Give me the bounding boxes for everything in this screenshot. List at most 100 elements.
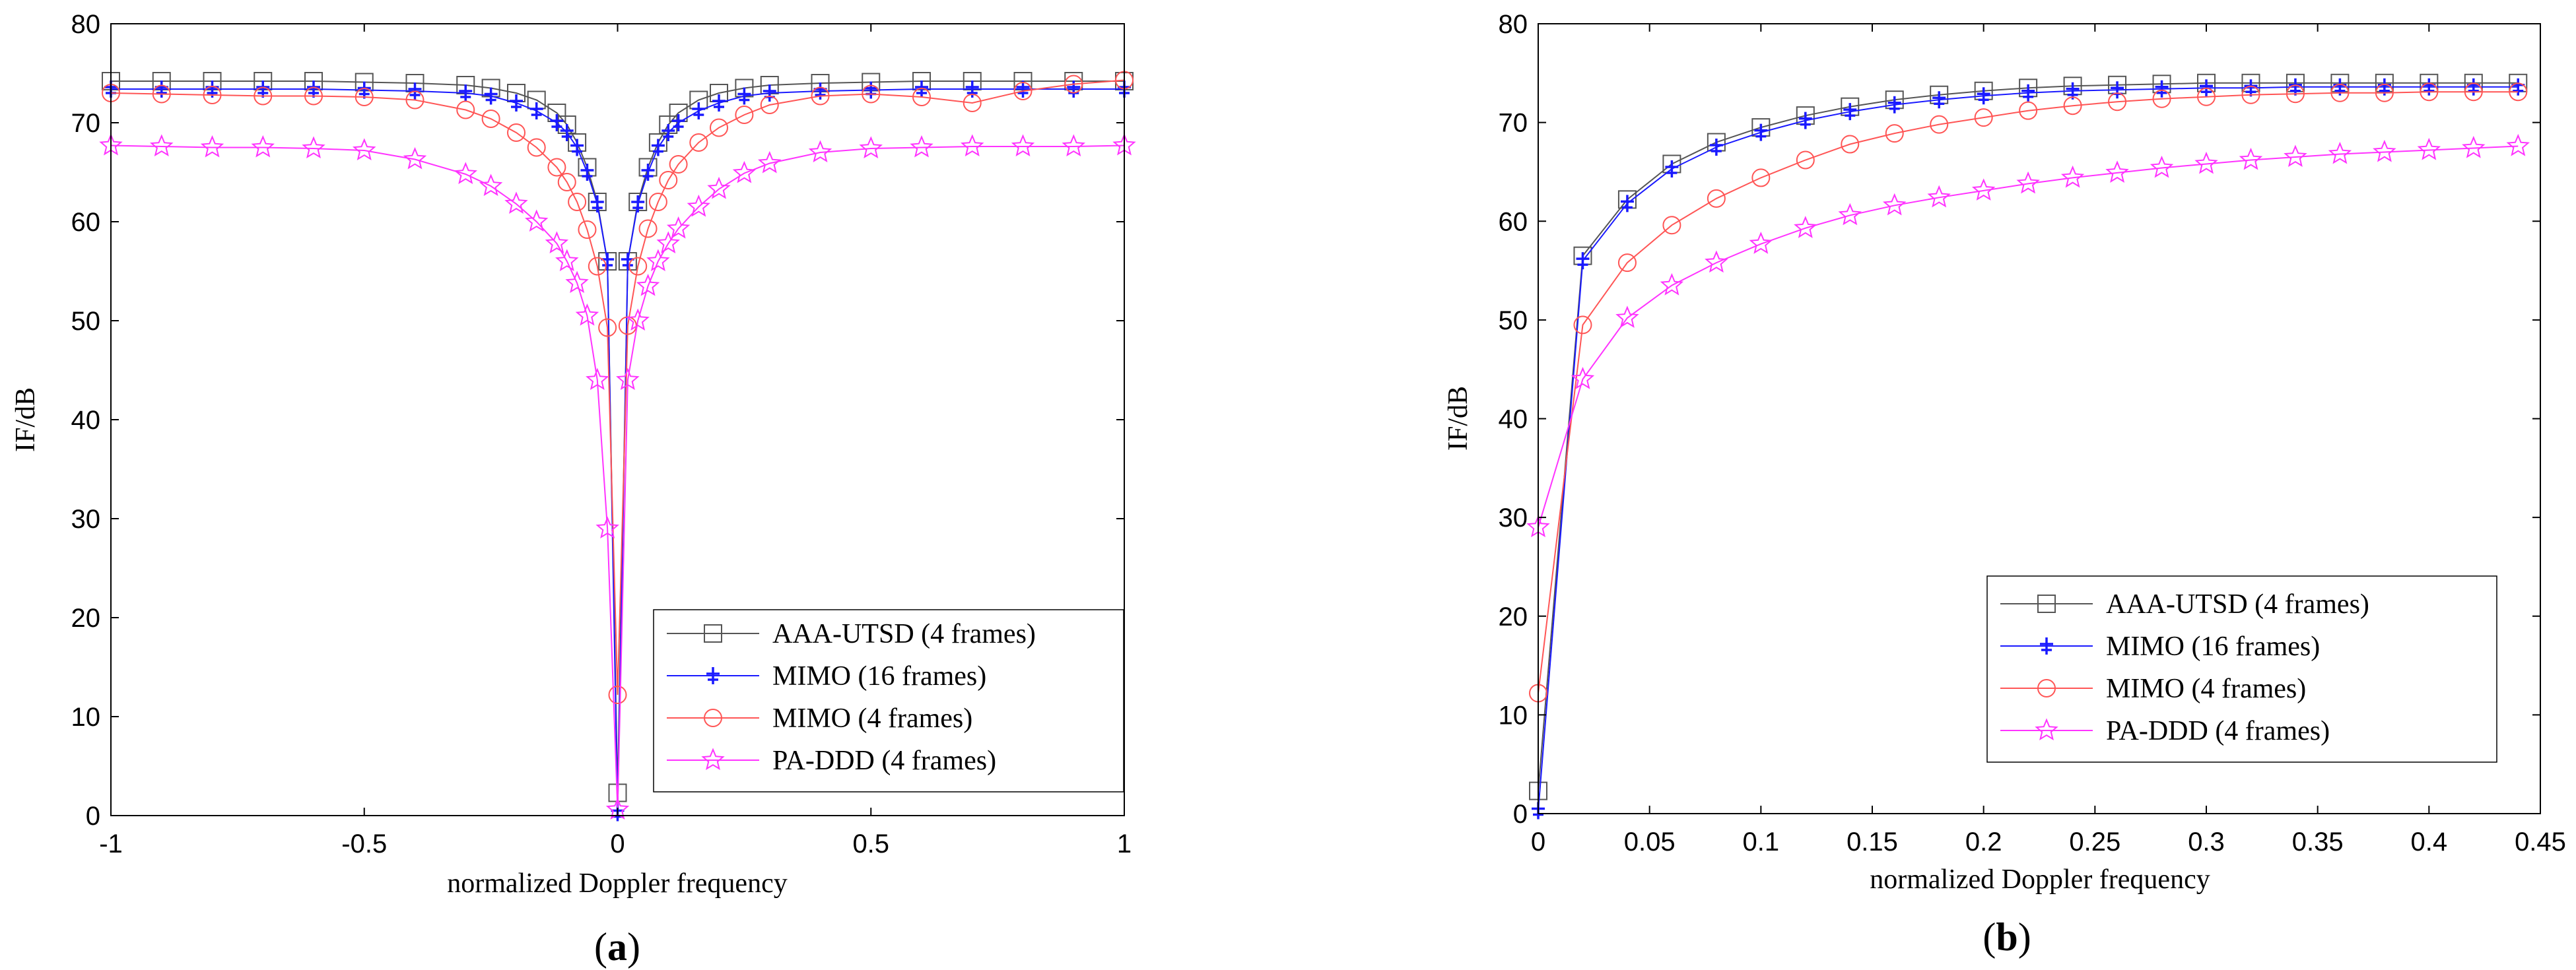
data-point	[1883, 193, 1907, 216]
series-line	[110, 79, 1125, 695]
legend: AAA-UTSD (4 frames) MIMO (16 frames) MIMO …	[1986, 575, 2497, 763]
data-point	[687, 194, 710, 217]
series-line	[1538, 91, 2519, 694]
data-point	[2286, 84, 2305, 104]
data-point	[200, 135, 224, 158]
data-point	[651, 139, 665, 156]
data-point	[254, 86, 273, 106]
data-point	[456, 100, 475, 119]
data-point	[2509, 82, 2528, 102]
y-tick-label: 40	[71, 406, 101, 435]
data-point	[590, 195, 604, 212]
series-line	[1538, 145, 2519, 528]
x-tick-label: 0.25	[2069, 827, 2120, 857]
legend-label: MIMO (16 frames)	[2106, 631, 2320, 662]
legend-entry: PA-DDD (4 frames)	[667, 746, 996, 776]
data-point	[578, 220, 597, 239]
y-tick-label: 50	[1499, 306, 1528, 335]
data-point	[459, 84, 473, 102]
y-ticks: 0 10 20 30 40 50 60 70 80	[1499, 10, 2540, 829]
data-point	[2284, 145, 2307, 168]
data-point	[529, 102, 543, 119]
data-point	[1617, 253, 1637, 273]
x-ticks: 0 0.05 0.1 0.15 0.2 0.25 0.3 0.35 0.4 0.45	[1531, 24, 2566, 857]
data-point	[2021, 84, 2035, 102]
legend-swatch-marker	[2035, 718, 2058, 741]
legend-label: MIMO (16 frames)	[772, 661, 986, 692]
data-point	[570, 139, 584, 156]
data-point	[550, 114, 564, 131]
data-point	[1930, 115, 1949, 134]
data-point	[621, 253, 634, 270]
data-point	[2462, 135, 2486, 158]
legend-label: PA-DDD (4 frames)	[2106, 716, 2330, 746]
legend-entry: AAA-UTSD (4 frames)	[2000, 589, 2369, 620]
y-ticks: 0 10 20 30 40 50 60 70 80	[71, 10, 1124, 831]
data-point	[565, 271, 589, 294]
data-point	[1064, 75, 1083, 94]
x-tick-label: -1	[99, 829, 123, 858]
data-point	[1885, 124, 1904, 143]
legend-entry: MIMO (16 frames)	[2000, 631, 2320, 662]
data-point	[2016, 171, 2040, 194]
data-point	[1576, 252, 1590, 270]
x-tick-label: 0.1	[1743, 827, 1780, 857]
data-point	[1887, 96, 1901, 113]
data-point	[510, 94, 523, 112]
data-point	[671, 114, 685, 131]
data-point	[479, 174, 503, 197]
data-point	[961, 134, 984, 157]
data-point	[628, 257, 648, 276]
data-point	[735, 106, 754, 124]
data-point	[737, 87, 751, 105]
x-tick-label: -0.5	[341, 829, 387, 858]
y-tick-label: 0	[86, 802, 100, 831]
data-point	[641, 164, 655, 181]
data-point	[2152, 89, 2171, 108]
data-point	[1705, 250, 1728, 273]
data-point	[1016, 81, 1030, 98]
data-point	[666, 216, 691, 239]
series-3	[102, 71, 1134, 704]
x-axis-label: normalized Doppler frequency	[447, 868, 787, 899]
y-tick-label: 40	[1499, 405, 1528, 434]
y-tick-label: 20	[1499, 602, 1528, 631]
data-point	[760, 96, 779, 114]
x-tick-label: 0.45	[2515, 827, 2566, 857]
data-point	[689, 133, 708, 152]
data-point	[638, 219, 658, 238]
legend-swatch-marker	[701, 748, 725, 771]
data-point	[2197, 87, 2216, 106]
data-point	[2105, 160, 2129, 183]
data-point	[2330, 83, 2350, 102]
y-tick-label: 80	[1499, 10, 1528, 39]
data-point	[1838, 203, 1862, 226]
series-3	[1529, 82, 2528, 703]
data-point	[1971, 178, 1996, 201]
data-point	[2420, 82, 2439, 102]
data-point	[302, 136, 325, 159]
data-point	[595, 516, 619, 539]
data-point	[2506, 133, 2530, 156]
data-point	[1660, 273, 1684, 296]
data-point	[646, 249, 670, 272]
legend-entry: PA-DDD (4 frames)	[2000, 716, 2330, 746]
legend-entry: MIMO (16 frames)	[667, 661, 986, 692]
data-point	[484, 87, 498, 105]
data-point	[601, 253, 615, 270]
series-4	[1526, 133, 2530, 538]
legend-entry: MIMO (4 frames)	[667, 703, 972, 734]
data-point	[1798, 112, 1812, 129]
data-point	[608, 686, 627, 704]
data-point	[1011, 134, 1035, 157]
data-point	[1573, 315, 1592, 335]
data-point	[2328, 141, 2352, 164]
y-axis-label: IF/dB	[11, 387, 41, 452]
data-point	[1977, 87, 1990, 105]
legend-swatch-marker	[2037, 679, 2056, 697]
data-point	[150, 134, 174, 157]
legend-label: PA-DDD (4 frames)	[772, 746, 996, 776]
data-point	[2373, 139, 2396, 162]
data-point	[1974, 108, 1993, 127]
